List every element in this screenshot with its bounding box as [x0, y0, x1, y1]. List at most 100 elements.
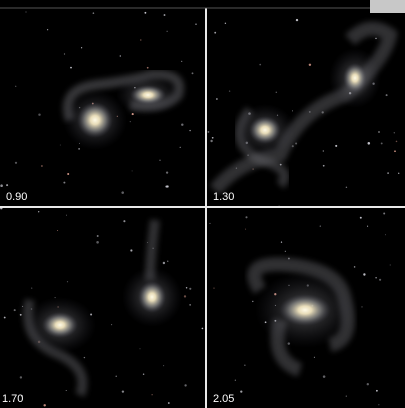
star	[120, 55, 121, 56]
star	[66, 390, 67, 391]
star	[78, 148, 80, 150]
star	[346, 187, 347, 188]
star	[41, 165, 43, 167]
star	[122, 390, 124, 392]
simulation-figure: 0.90 1.30 1.70 2.05	[0, 0, 405, 408]
star	[96, 241, 99, 244]
star	[0, 184, 3, 187]
star	[281, 241, 282, 242]
star	[192, 72, 194, 74]
star	[379, 279, 381, 281]
star	[396, 141, 398, 143]
star	[180, 147, 181, 148]
star	[163, 365, 164, 366]
star	[116, 376, 117, 377]
star	[186, 287, 188, 289]
star	[398, 173, 399, 174]
star	[63, 182, 65, 184]
star	[354, 266, 356, 268]
star	[130, 249, 132, 251]
star	[25, 11, 26, 12]
star	[57, 230, 58, 231]
star	[184, 384, 186, 386]
star	[163, 262, 165, 264]
star	[84, 357, 85, 358]
star	[97, 235, 99, 237]
star	[167, 31, 168, 32]
star	[15, 86, 16, 87]
star	[387, 172, 389, 174]
star	[252, 301, 253, 302]
panel-label: 1.70	[2, 393, 23, 405]
star	[212, 137, 214, 139]
star	[296, 19, 298, 21]
star	[202, 328, 204, 330]
star	[93, 12, 95, 14]
star	[66, 215, 67, 216]
star	[132, 113, 134, 115]
star	[70, 67, 72, 69]
star	[31, 288, 32, 289]
star	[6, 184, 8, 186]
star	[362, 306, 363, 307]
star	[43, 404, 45, 406]
star	[214, 288, 215, 289]
star	[381, 142, 383, 144]
star	[121, 191, 124, 194]
star	[143, 373, 144, 374]
star	[166, 185, 168, 187]
star	[367, 383, 369, 385]
star	[259, 64, 261, 66]
star	[189, 304, 190, 305]
star	[385, 234, 386, 235]
star	[244, 365, 245, 366]
star	[152, 394, 153, 395]
star	[314, 357, 315, 358]
star	[195, 23, 197, 25]
star	[140, 39, 141, 40]
star	[323, 150, 324, 151]
star	[181, 61, 182, 62]
star	[376, 390, 378, 392]
star	[164, 14, 166, 16]
star	[216, 98, 218, 100]
star	[168, 402, 170, 404]
star	[189, 130, 190, 131]
star	[14, 309, 16, 311]
star	[210, 223, 211, 224]
star	[4, 317, 6, 319]
star	[360, 217, 362, 219]
star	[144, 12, 146, 14]
star	[67, 281, 68, 282]
star	[235, 380, 236, 381]
star	[225, 23, 226, 24]
star	[140, 348, 141, 349]
star	[285, 251, 286, 252]
star	[214, 32, 216, 34]
star	[295, 142, 297, 144]
star	[390, 265, 391, 266]
star	[38, 211, 39, 212]
star	[378, 404, 379, 405]
star	[60, 145, 61, 146]
star	[292, 110, 293, 111]
star	[229, 90, 230, 91]
star	[394, 150, 396, 152]
star	[22, 306, 23, 307]
star	[335, 145, 337, 147]
star	[111, 324, 112, 325]
star	[309, 64, 311, 66]
star	[123, 220, 125, 222]
panel-label: 2.05	[213, 393, 234, 405]
star	[159, 160, 160, 161]
star	[368, 142, 371, 145]
star	[245, 216, 247, 218]
star	[375, 277, 376, 278]
star	[367, 226, 368, 227]
star	[320, 225, 321, 226]
star	[323, 375, 326, 378]
star	[207, 131, 209, 133]
star	[386, 94, 388, 96]
star	[38, 113, 40, 115]
star	[81, 47, 82, 48]
